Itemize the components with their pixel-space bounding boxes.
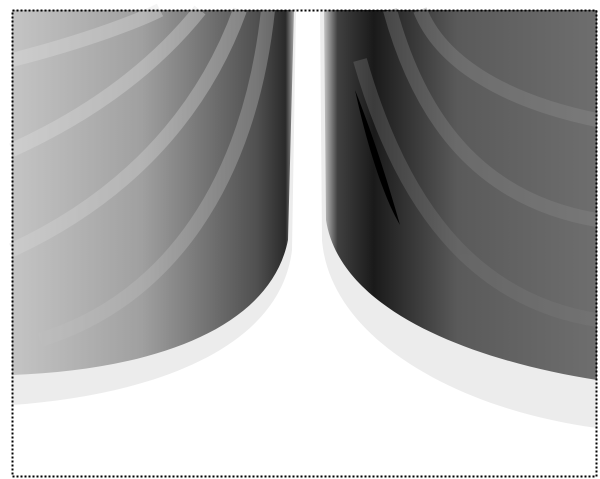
image [0,0,600,479]
page [0,0,600,479]
